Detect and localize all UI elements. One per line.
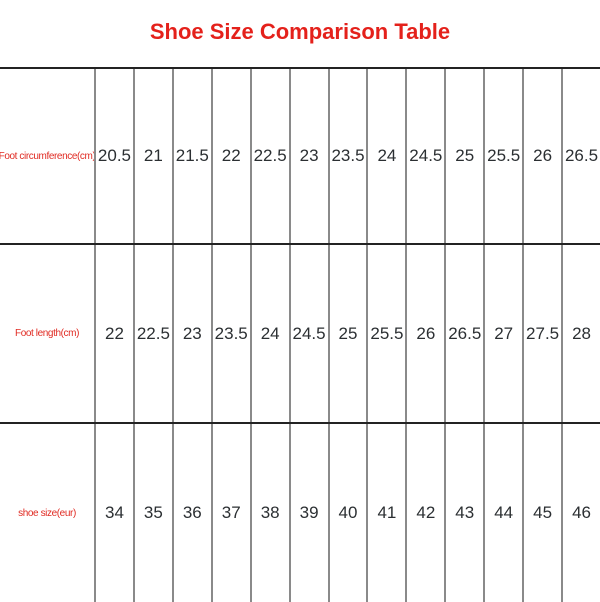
- table-cell: 22.5: [249, 69, 289, 243]
- table-row: shoe size(eur) 34 35 36 37 38 39 40 41 42 43 44 45 46: [0, 424, 600, 602]
- row-label: Foot circumference(cm): [0, 150, 96, 162]
- table-cell: 26: [405, 245, 444, 422]
- table-cell: 46: [561, 424, 600, 602]
- table-cell: 23: [171, 245, 211, 422]
- table-cell: 44: [483, 424, 522, 602]
- table-cell: 25.5: [483, 69, 522, 243]
- table-cell: 45: [522, 424, 561, 602]
- table-cell: 26.5: [561, 69, 600, 243]
- page-title: Shoe Size Comparison Table: [149, 19, 451, 44]
- table-cell: 34: [94, 424, 133, 602]
- table-cell: 23: [288, 69, 328, 243]
- table-row: Foot circumference(cm) 20.5 21 21.5 22 22.5 23…: [0, 69, 600, 245]
- table-cell: 41: [366, 424, 405, 602]
- table-cell: 24.5: [288, 245, 328, 422]
- table-cell: 23.5: [210, 245, 250, 422]
- table-cell: 21.5: [171, 69, 211, 243]
- table-cell: 26.5: [444, 245, 483, 422]
- table-cell: 38: [249, 424, 289, 602]
- table-row: Foot length(cm) 22 22.5 23 23.5 24 24.5 25 25.5 2…: [0, 245, 600, 424]
- table-cell: 24.5: [405, 69, 444, 243]
- table-cell: 26: [522, 69, 561, 243]
- table-cell: 24: [366, 69, 405, 243]
- table-cell: 25.5: [366, 245, 405, 422]
- table-cell: 22: [94, 245, 133, 422]
- row-label: shoe size(eur): [18, 507, 76, 519]
- table-cell: 23.5: [327, 69, 367, 243]
- table-cell: 21: [132, 69, 172, 243]
- table-cell: 22.5: [132, 245, 172, 422]
- table-cell: 35: [132, 424, 172, 602]
- table-cell: 37: [210, 424, 250, 602]
- row-label: Foot length(cm): [14, 328, 80, 339]
- shoe-size-table: Foot circumference(cm) 20.5 21 21.5 22 22.5 23…: [0, 67, 600, 602]
- table-cell: 22: [210, 69, 250, 243]
- table-cell: 27.5: [522, 245, 561, 422]
- table-cell: 42: [405, 424, 444, 602]
- table-cell: 27: [483, 245, 522, 422]
- table-cell: 43: [444, 424, 483, 602]
- table-cell: 20.5: [94, 69, 133, 243]
- table-cell: 25: [327, 245, 367, 422]
- table-cell: 25: [444, 69, 483, 243]
- table-cell: 24: [249, 245, 289, 422]
- table-cell: 39: [288, 424, 328, 602]
- table-cell: 36: [171, 424, 211, 602]
- table-cell: 40: [327, 424, 367, 602]
- table-cell: 28: [561, 245, 600, 422]
